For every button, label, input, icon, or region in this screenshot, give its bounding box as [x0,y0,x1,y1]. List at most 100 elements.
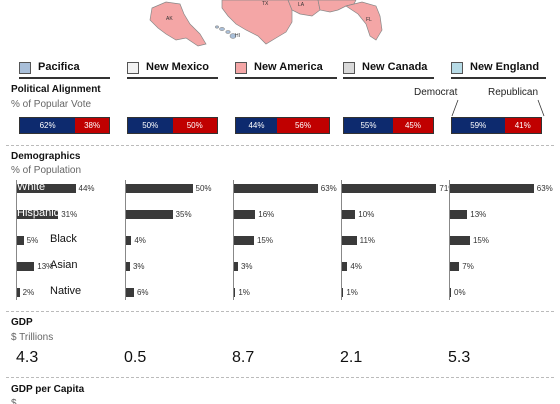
region-underline [235,77,337,79]
demographics-value: 1% [238,288,250,297]
legend-leader-lines [451,99,545,117]
political-bar: 50% 50% [127,117,218,134]
demographics-bar [234,184,318,193]
demographics-bar [234,236,254,245]
region-swatch [235,62,247,74]
political-subtitle: % of Popular Vote [11,99,92,110]
region-header: New England [451,60,546,79]
demographics-bar [450,262,460,271]
divider-gdp [6,377,554,378]
demographics-value: 2% [22,288,35,297]
region-swatch [451,62,463,74]
political-bar: 62% 38% [19,117,110,134]
region-swatch [127,62,139,74]
region-header: New America [235,60,337,79]
demographics-bar [342,262,348,271]
demographics-value: 4% [350,262,362,271]
southeast-shape [317,0,357,13]
demographics-bar [450,184,534,193]
democrat-segment: 59% [452,118,505,133]
region-underline [451,77,546,79]
demographics-value: 63% [536,184,553,193]
demographics-value: 71% [439,184,456,193]
demographics-value: 15% [472,236,489,245]
demographics-value: 63% [320,184,337,193]
demographics-category-label: White [17,181,46,193]
demographics-bar [450,210,468,219]
demographics-axis [341,180,342,300]
gdp-subtitle: $ Trillions [11,332,54,343]
region-header: New Mexico [127,60,218,79]
demographics-bar [17,236,24,245]
demographics-value: 5% [26,236,39,245]
demographics-value: 35% [175,210,192,219]
demographics-bar [126,262,130,271]
republican-segment: 56% [276,118,329,133]
demographics-value: 4% [134,236,146,245]
map-label-fl: FL [366,17,372,23]
democrat-segment: 55% [344,118,393,133]
demographics-bar [17,288,20,297]
demographics-bar [17,184,76,193]
demographics-title: Demographics [11,151,81,162]
region-underline [19,77,110,79]
gdp-value: 0.5 [124,349,147,366]
demographics-value: 3% [240,262,253,271]
legend-democrat: Democrat [414,87,458,98]
louisiana-shape [287,0,321,17]
demographics-category-label: Hispanic [17,207,60,219]
florida-shape [345,1,383,41]
political-bar: 55% 45% [343,117,434,134]
demographics-bar [17,210,59,219]
demographics-value: 50% [195,184,212,193]
region-name: New England [470,61,540,73]
region-name: Pacifica [38,61,80,73]
region-name: New America [254,61,323,73]
region-underline [343,77,434,79]
demographics-axis [449,180,450,300]
demographics-bar [450,236,470,245]
us-map: AK TX LA HI FL [0,0,560,52]
hawaii-shape [215,25,237,39]
demographics-category-label: Asian [50,259,78,271]
demographics-bar [126,184,193,193]
demographics-bar [450,288,451,297]
map-label-la: LA [298,2,305,8]
demographics-value: 0% [454,288,466,297]
republican-segment: 38% [75,118,109,133]
demographics-bar [234,210,256,219]
demographics-value: 44% [78,184,95,193]
republican-segment: 41% [504,118,541,133]
gdp-per-capita-subtitle: $ [11,398,17,404]
legend-republican: Republican [488,87,539,98]
alaska-shape [149,1,207,47]
demographics-bar [17,262,35,271]
region-header: New Canada [343,60,434,79]
demographics-value: 13% [37,262,54,271]
region-swatch [19,62,31,74]
divider-demographics [6,311,554,312]
gdp-value: 4.3 [16,349,39,366]
democrat-segment: 62% [20,118,76,133]
region-header: Pacifica [19,60,110,79]
demographics-axis [16,180,17,300]
demographics-bar [234,288,236,297]
demographics-value: 10% [358,210,375,219]
map-label-ak: AK [166,16,173,22]
political-bar: 59% 41% [451,117,542,134]
gdp-value: 5.3 [448,349,471,366]
democrat-segment: 44% [236,118,277,133]
region-swatch [343,62,355,74]
region-name: New Mexico [146,61,209,73]
demographics-bar [342,184,437,193]
demographics-bar [126,236,132,245]
republican-segment: 45% [392,118,433,133]
us-map-svg [149,0,383,47]
demographics-value: 31% [61,210,78,219]
demographics-subtitle: % of Population [11,165,82,176]
divider-political [6,145,554,146]
gdp-value: 2.1 [340,349,363,366]
demographics-value: 3% [132,262,145,271]
demographics-bar [234,262,238,271]
political-title: Political Alignment [11,84,101,95]
